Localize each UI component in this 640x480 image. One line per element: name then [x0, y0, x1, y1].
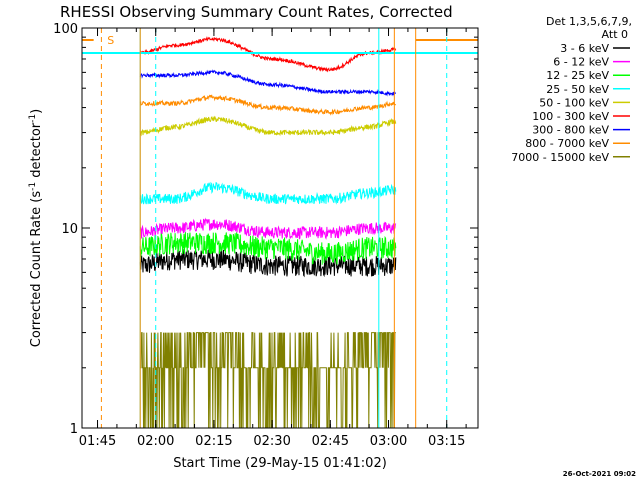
- x-tick-label: 02:15: [195, 434, 232, 449]
- series-line-6: [139, 69, 397, 97]
- x-tick-label: 03:15: [428, 434, 465, 449]
- legend-label: 25 - 50 keV: [546, 83, 609, 96]
- x-tick-label: 02:00: [137, 434, 174, 449]
- series-line-7: [139, 94, 397, 116]
- series-line-2: [139, 231, 397, 265]
- chart-title: RHESSI Observing Summary Count Rates, Co…: [60, 3, 453, 21]
- series-line-8: [140, 332, 396, 429]
- legend-label: 12 - 25 keV: [546, 69, 609, 82]
- y-axis-label: Corrected Count Rate (s-1 detector-1): [28, 109, 44, 347]
- legend-label: 6 - 12 keV: [553, 56, 609, 69]
- series-line-4: [139, 115, 397, 137]
- y-tick-label: 1: [70, 422, 78, 437]
- plot-data: [139, 35, 397, 429]
- y-tick-label: 10: [61, 222, 78, 237]
- series-line-1: [139, 217, 397, 240]
- legend-label: 50 - 100 keV: [539, 96, 609, 109]
- legend-label: 3 - 6 keV: [560, 42, 609, 55]
- series-line-3: [139, 181, 397, 205]
- y-tick-label: 100: [53, 22, 78, 37]
- legend-label: 7000 - 15000 keV: [511, 151, 609, 164]
- x-tick-label: 02:30: [253, 434, 290, 449]
- saa-flag-label: S: [107, 34, 114, 47]
- x-axis-label: Start Time (29-May-15 01:41:02): [173, 456, 387, 471]
- x-tick-label: 01:45: [79, 434, 116, 449]
- series-line-0: [139, 249, 397, 278]
- x-tick-label: 03:00: [370, 434, 407, 449]
- legend-label: 800 - 7000 keV: [525, 137, 609, 150]
- vertical-markers: S: [82, 28, 478, 428]
- legend-header-2: Att 0: [602, 28, 628, 41]
- x-tick-label: 02:45: [312, 434, 349, 449]
- legend-header-1: Det 1,3,5,6,7,9,: [546, 15, 632, 28]
- series-line-5: [139, 35, 397, 73]
- x-axis-ticks: 01:45 02:00 02:15 02:30 02:45 03:00 03:15: [79, 28, 467, 449]
- timestamp: 26-Oct-2021 09:02: [563, 470, 636, 478]
- y-axis-ticks: 1 10 100: [53, 22, 478, 437]
- legend-label: 300 - 800 keV: [532, 124, 609, 137]
- legend-label: 100 - 300 keV: [532, 110, 609, 123]
